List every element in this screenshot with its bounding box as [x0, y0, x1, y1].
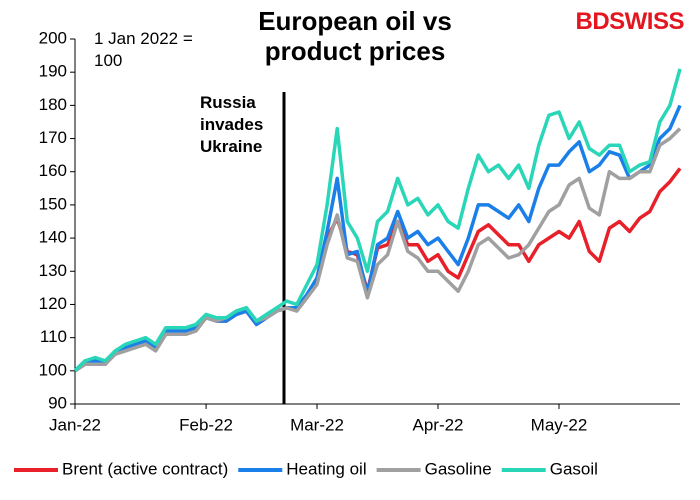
- y-tick-label: 180: [39, 95, 67, 114]
- x-tick-label: Apr-22: [412, 415, 463, 434]
- x-tick-label: Mar-22: [290, 415, 344, 434]
- legend-label: Gasoil: [550, 459, 598, 478]
- y-tick-label: 190: [39, 62, 67, 81]
- y-tick-label: 150: [39, 194, 67, 213]
- legend-label: Brent (active contract): [62, 459, 228, 478]
- series-line: [73, 104, 682, 373]
- brand-logo: BDSWISS: [575, 8, 684, 35]
- legend-label: Gasoline: [425, 459, 492, 478]
- y-tick-label: 160: [39, 161, 67, 180]
- series-line: [74, 127, 682, 373]
- y-tick-label: 200: [39, 28, 67, 47]
- legend-label: Heating oil: [286, 459, 366, 478]
- y-tick-label: 110: [40, 327, 67, 346]
- chart-title: European oil vs product prices: [258, 6, 452, 66]
- y-tick-label: 130: [39, 261, 67, 280]
- x-tick-label: May-22: [531, 415, 588, 434]
- y-tick-label: 100: [39, 360, 67, 379]
- event-annotation: Russia invades Ukraine: [200, 93, 264, 156]
- x-tick-label: Feb-22: [179, 415, 233, 434]
- series-line: [73, 68, 682, 373]
- x-tick-label: Jan-22: [49, 415, 101, 434]
- y-tick-label: 120: [39, 294, 67, 313]
- y-tick-label: 90: [48, 393, 67, 412]
- index-note: 1 Jan 2022 = 100: [94, 29, 193, 70]
- y-tick-label: 140: [39, 228, 67, 247]
- y-tick-label: 170: [39, 128, 67, 147]
